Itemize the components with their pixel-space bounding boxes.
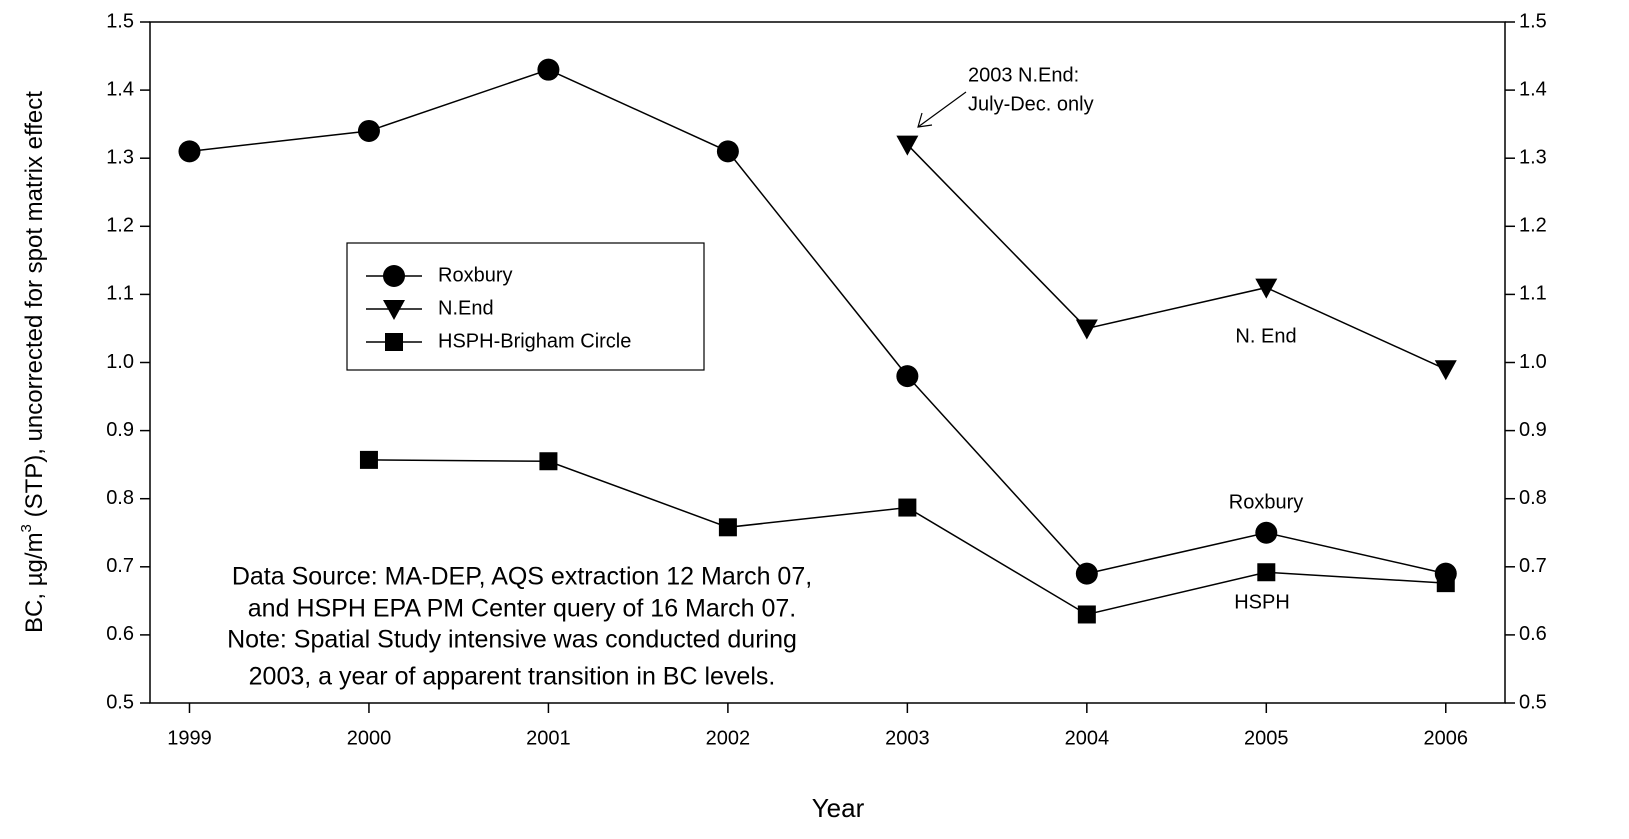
series-line [906,144,1447,370]
y-tick-label: 1.1 [106,283,134,305]
y2-tick-label: 0.7 [1519,555,1547,577]
y2-tick-label: 0.9 [1519,419,1547,441]
legend-label: Roxbury [438,264,512,286]
y-axis-title-part: BC, µg/m [21,532,48,633]
data-point [1436,574,1455,593]
legend-label: HSPH-Brigham Circle [438,330,631,352]
y-tick-label: 1.4 [106,78,134,100]
data-point [716,140,739,163]
data-point [537,58,560,81]
x-tick-label: 2006 [1424,727,1469,749]
annotation: Note: Spatial Study intensive was conduc… [227,626,797,654]
y2-tick-label: 1.2 [1519,215,1547,237]
data-point [1075,562,1098,585]
y2-tick-label: 1.0 [1519,351,1547,373]
y-axis-title: BC, µg/m3 (STP), uncorrected for spot ma… [18,91,48,633]
data-point [539,452,558,471]
annotation-arrow [917,91,967,128]
legend-marker [383,300,405,320]
data-point [896,365,919,388]
annotation: N. End [1235,325,1296,347]
legend-box [346,242,705,371]
y-tick-label: 1.0 [106,351,134,373]
annotation: 2003 N.End: [968,64,1079,86]
legend-marker [383,265,405,287]
x-axis-title: Year [812,793,865,823]
data-point [718,518,737,537]
y2-tick-label: 0.6 [1519,623,1547,645]
x-tick-label: 2000 [347,727,392,749]
annotation: HSPH [1234,591,1290,613]
annotation: July-Dec. only [968,93,1094,115]
y-tick-label: 0.6 [106,623,134,645]
y2-tick-label: 1.1 [1519,283,1547,305]
annotation: 2003, a year of apparent transition in B… [249,663,776,691]
data-point [178,140,201,163]
y-axis-title-sup: 3 [18,524,35,532]
y2-tick-label: 0.5 [1519,691,1547,713]
y2-tick-label: 1.3 [1519,146,1547,168]
y2-tick-label: 1.4 [1519,78,1547,100]
x-tick-label: 2005 [1244,727,1289,749]
annotation: and HSPH EPA PM Center query of 16 March… [248,595,796,623]
data-point [896,135,919,156]
y-tick-label: 1.2 [106,215,134,237]
legend-label: N.End [438,297,494,319]
data-point [1075,319,1098,340]
data-point [1255,278,1278,299]
annotation: Data Source: MA-DEP, AQS extraction 12 M… [232,563,812,591]
legend-marker [385,333,403,351]
x-tick-label: 1999 [167,727,212,749]
y-tick-label: 0.8 [106,487,134,509]
x-tick-label: 2003 [885,727,930,749]
annotation-arrowhead [917,112,933,128]
y2-tick-label: 0.8 [1519,487,1547,509]
data-point [359,450,378,469]
y-tick-label: 0.7 [106,555,134,577]
data-point [1434,360,1457,381]
x-tick-label: 2001 [526,727,571,749]
y-tick-label: 1.3 [106,146,134,168]
data-point [1077,605,1096,624]
data-point [898,498,917,517]
series-line [189,68,1446,575]
y2-tick-label: 1.5 [1519,10,1547,32]
data-point [1255,521,1278,544]
y-tick-label: 1.5 [106,10,134,32]
y-tick-label: 0.5 [106,691,134,713]
x-tick-label: 2004 [1065,727,1110,749]
annotation: Roxbury [1229,491,1303,513]
y-axis-title-part: (STP), uncorrected for spot matrix effec… [21,91,48,524]
x-tick-label: 2002 [706,727,751,749]
data-point [357,119,380,142]
data-point [1257,563,1276,582]
y-tick-label: 0.9 [106,419,134,441]
